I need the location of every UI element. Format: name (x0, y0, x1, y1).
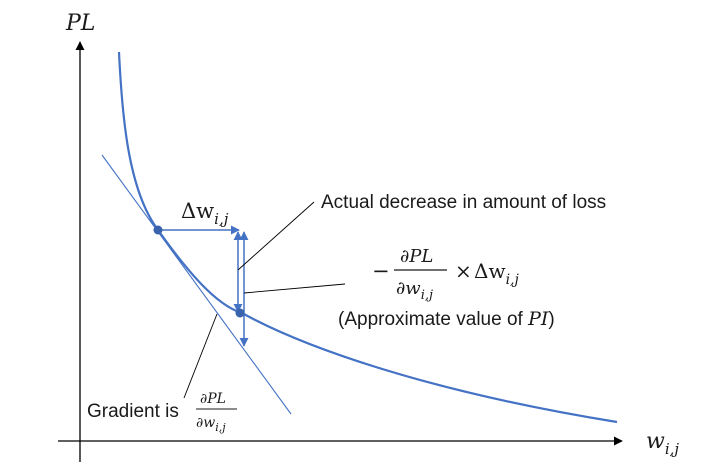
svg-text:Gradient is: Gradient is (87, 401, 179, 422)
end-point (235, 308, 245, 318)
x-axis-label: wi,j (646, 429, 679, 458)
start-point (153, 225, 163, 235)
delta-w-label: Δwi,j (181, 199, 229, 228)
svg-text:×: × (455, 259, 472, 283)
approx-formula: − ∂PL ∂wi,j × Δwi,j (372, 246, 519, 303)
leader-approx-value (243, 283, 346, 294)
tangent-line (101, 154, 292, 415)
svg-text:∂PL: ∂PL (200, 391, 226, 407)
leader-actual-decrease (237, 201, 315, 271)
loss-curve (117, 51, 618, 424)
svg-text:∂PL: ∂PL (400, 246, 433, 267)
svg-text:∂wi,j: ∂wi,j (196, 415, 226, 434)
actual-decrease-label: Actual decrease in amount of loss (321, 192, 606, 213)
svg-text:∂wi,j: ∂wi,j (396, 278, 433, 303)
svg-text:−: − (372, 259, 390, 283)
gradient-label: Gradient is ∂PL ∂wi,j (87, 391, 237, 434)
approx-value-label: (Approximate value of PI) (338, 308, 555, 330)
leader-gradient (183, 313, 218, 399)
svg-text:Δwi,j: Δwi,j (474, 259, 519, 288)
y-axis-label: PL (65, 11, 95, 36)
